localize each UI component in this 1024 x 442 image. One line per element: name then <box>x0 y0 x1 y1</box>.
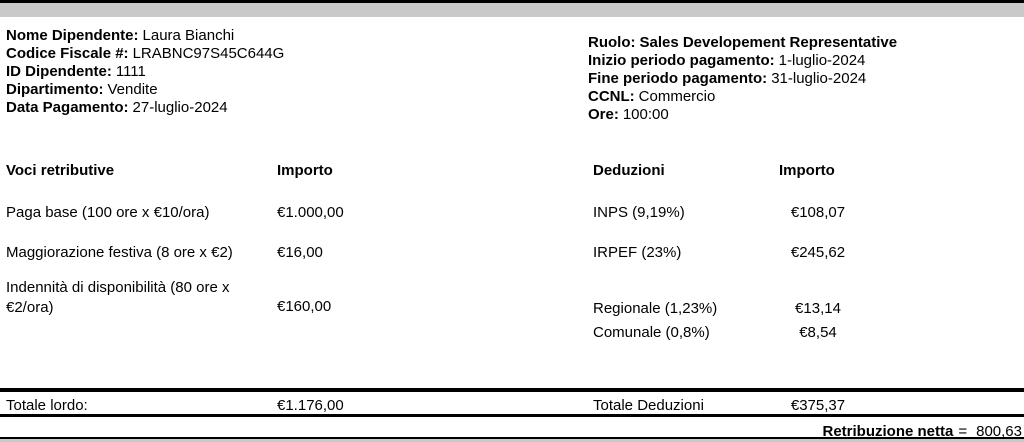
pay-date-value: 27-luglio-2024 <box>132 99 228 116</box>
pay-date-line: Data Pagamento: 27-luglio-2024 <box>6 99 284 117</box>
deductions-amount-header: Importo <box>779 162 835 179</box>
deductions-header: Deduzioni <box>593 162 665 179</box>
deduction-row-label: Comunale (0,8%) <box>593 324 710 341</box>
department-line: Dipartimento: Vendite <box>6 81 284 99</box>
bottom-border-line <box>0 437 1024 439</box>
deduction-row-label: IRPEF (23%) <box>593 244 682 261</box>
deduction-row-amount: €13,14 <box>795 300 841 317</box>
employee-name-label: Nome Dipendente: <box>6 27 139 44</box>
hours-line: Ore: 100:00 <box>588 106 897 124</box>
totals-bottom-rule <box>0 414 1024 417</box>
pay-period-info-block: Ruolo: Sales Developement Representative … <box>588 34 897 124</box>
deduction-row-amount: €8,54 <box>799 324 837 341</box>
top-gray-band <box>0 3 1024 17</box>
hours-value: 100:00 <box>622 106 669 123</box>
employee-id-value: 1111 <box>115 63 146 80</box>
net-pay-equals: = <box>958 423 968 440</box>
earnings-header: Voci retributive <box>6 162 115 179</box>
deduction-row-label: Regionale (1,23%) <box>593 300 718 317</box>
earnings-amount-header: Importo <box>277 162 333 179</box>
employee-name-value: Laura Bianchi <box>142 27 235 44</box>
earnings-row-label: Maggiorazione festiva (8 ore x €2) <box>6 244 233 261</box>
gross-total-amount: €1.176,00 <box>277 397 344 414</box>
ccnl-label: CCNL: <box>588 88 635 105</box>
deductions-total-amount: €375,37 <box>790 397 846 414</box>
earnings-row-amount: €1.000,00 <box>277 204 344 221</box>
fiscal-code-value: LRABNC97S45C644G <box>132 45 285 62</box>
deductions-total-label: Totale Deduzioni <box>593 397 704 414</box>
deduction-row-label: INPS (9,19%) <box>593 204 685 221</box>
role-label: Ruolo: <box>588 34 636 51</box>
employee-id-label: ID Dipendente: <box>6 63 112 80</box>
net-pay-label: Retribuzione netta <box>822 423 954 440</box>
role-line: Ruolo: Sales Developement Representative <box>588 34 897 52</box>
hours-label: Ore: <box>588 106 619 123</box>
net-pay-amount: 800,63 <box>976 423 1022 440</box>
earnings-row-label: Paga base (100 ore x €10/ora) <box>6 204 210 221</box>
net-pay-row: Retribuzione netta = 800,63 <box>823 423 1023 440</box>
fiscal-code-line: Codice Fiscale #: LRABNC97S45C644G <box>6 45 284 63</box>
gross-total-label: Totale lordo: <box>6 397 88 414</box>
employee-name-line: Nome Dipendente: Laura Bianchi <box>6 27 284 45</box>
ccnl-line: CCNL: Commercio <box>588 88 897 106</box>
period-end-value: 31-luglio-2024 <box>771 70 867 87</box>
department-label: Dipartimento: <box>6 81 104 98</box>
top-border-line <box>0 0 1024 3</box>
period-end-line: Fine periodo pagamento: 31-luglio-2024 <box>588 70 897 88</box>
deduction-row-amount: €108,07 <box>790 204 846 221</box>
earnings-row-amount: €160,00 <box>277 298 332 315</box>
totals-top-rule <box>0 388 1024 392</box>
deduction-row-amount: €245,62 <box>790 244 846 261</box>
period-start-value: 1-luglio-2024 <box>778 52 866 69</box>
earnings-row-amount: €16,00 <box>277 244 323 261</box>
period-end-label: Fine periodo pagamento: <box>588 70 768 87</box>
employee-info-block: Nome Dipendente: Laura Bianchi Codice Fis… <box>6 27 284 117</box>
fiscal-code-label: Codice Fiscale #: <box>6 45 129 62</box>
department-value: Vendite <box>107 81 158 98</box>
pay-date-label: Data Pagamento: <box>6 99 129 116</box>
earnings-row-label: Indennità di disponibilità (80 ore x €2/… <box>6 279 230 316</box>
role-value: Sales Developement Representative <box>639 34 898 51</box>
employee-id-line: ID Dipendente: 1111 <box>6 63 284 81</box>
bottom-gray-band <box>0 439 1024 442</box>
period-start-label: Inizio periodo pagamento: <box>588 52 775 69</box>
period-start-line: Inizio periodo pagamento: 1-luglio-2024 <box>588 52 897 70</box>
ccnl-value: Commercio <box>638 88 716 105</box>
